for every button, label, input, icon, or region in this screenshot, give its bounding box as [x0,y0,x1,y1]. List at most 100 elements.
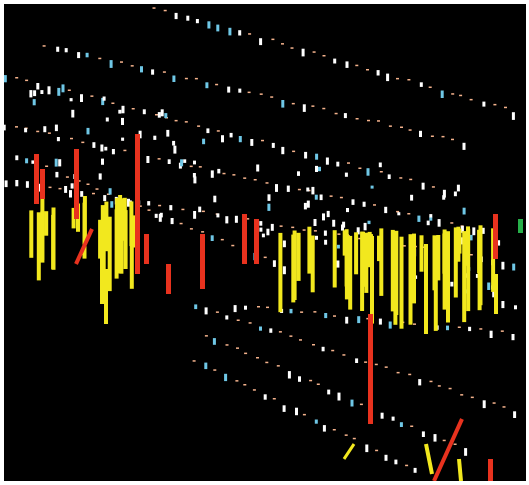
scan-point [263,256,267,259]
scan-point [120,61,123,63]
scan-point [358,167,362,169]
yellow-bar [412,233,416,304]
yellow-bar [342,443,356,460]
scan-point [61,84,65,93]
scan-point [25,79,29,82]
red-bar [34,154,39,204]
scan-point [343,113,347,119]
scan-point [331,349,335,352]
scan-point [336,244,340,249]
scan-point [222,172,226,175]
yellow-bar [71,207,76,229]
scan-point [287,371,291,379]
yellow-bar [344,229,349,287]
scan-point [272,398,276,400]
scan-point [457,326,461,328]
yellow-bar [29,210,34,258]
scan-point [42,45,46,47]
scan-point [69,190,72,198]
scan-point [153,135,157,140]
yellow-bar [51,214,56,270]
scan-point [138,205,142,207]
scan-point [355,64,359,67]
scan-point [345,61,349,68]
yellow-bar [466,226,470,259]
scan-point [252,389,256,391]
scan-point [210,170,214,178]
scan-point [198,206,202,213]
scan-point [261,139,264,142]
scan-point [366,317,370,320]
red-bar [432,418,464,481]
scan-point [315,153,319,160]
scan-point [55,171,59,178]
scan-point [86,183,90,185]
scan-point [378,162,382,168]
scan-point [377,120,380,122]
scan-point [312,51,316,53]
red-bar [166,264,171,294]
scan-point [281,100,285,108]
scan-point [194,304,198,310]
scan-point [386,73,390,82]
scan-point [442,189,446,198]
scan-point [86,127,90,135]
scan-point [429,214,433,218]
scan-point [332,219,336,227]
scan-point [342,354,346,356]
scan-point [140,66,143,73]
scan-point [164,113,168,119]
scan-point [433,434,437,442]
scan-point [413,467,417,473]
scan-point [104,146,108,151]
scan-point [304,151,308,159]
scan-point [158,204,162,207]
scan-point [337,233,341,235]
yellow-bar [462,231,467,323]
scan-point [286,185,290,192]
yellow-bar [310,235,315,293]
scan-point [146,156,150,163]
scan-point [475,274,479,278]
scan-point [397,212,401,216]
scan-point [266,306,269,309]
scan-point [396,77,399,80]
yellow-bar [348,235,353,310]
scan-point [300,311,304,313]
scan-point [297,188,301,191]
scan-point [289,335,293,337]
scan-point [25,158,29,164]
scan-point [441,135,445,138]
scan-point [469,254,473,256]
scan-point [36,83,40,90]
scan-point [408,129,412,131]
scan-point [493,103,497,106]
scan-point [437,219,441,227]
yellow-bar [466,228,471,312]
scan-point [267,203,271,211]
scan-point [319,194,323,201]
scan-point [350,399,354,407]
scan-point [388,321,392,329]
scan-point [70,183,74,189]
scan-point [71,109,75,118]
scan-point [15,126,18,128]
scan-point [184,77,188,80]
scan-point [265,361,269,364]
scan-point [500,330,504,332]
scan-point [248,33,252,35]
scan-point [213,195,217,203]
scan-point [492,402,496,404]
scan-point [469,98,473,101]
scan-point [460,225,464,233]
scan-point [333,58,337,64]
scan-point [366,69,369,71]
scan-point [327,389,331,395]
scan-point [201,231,205,233]
scan-point [322,55,326,57]
scan-point [111,149,115,155]
scan-point [450,222,454,224]
scan-point [336,161,340,167]
scan-point [195,19,199,24]
scan-point [189,165,193,168]
